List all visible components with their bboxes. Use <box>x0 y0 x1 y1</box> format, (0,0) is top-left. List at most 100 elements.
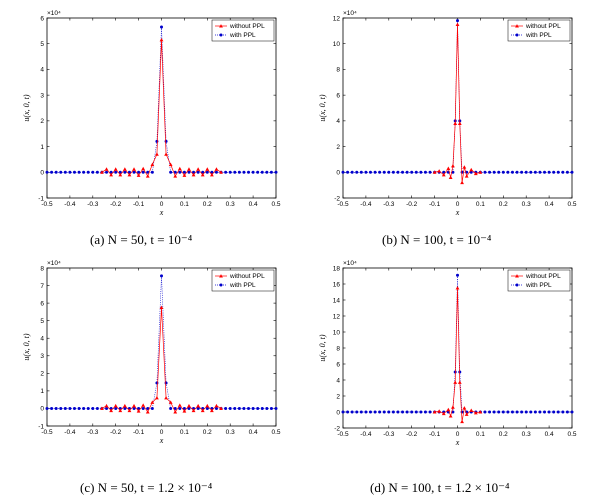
data-point <box>118 170 122 174</box>
data-point <box>191 172 196 177</box>
data-point <box>401 170 405 174</box>
y-tick-label: 5 <box>40 318 44 325</box>
data-point <box>205 167 210 171</box>
data-point <box>341 170 345 174</box>
data-point <box>95 170 99 174</box>
y-tick-label: 18 <box>333 265 341 272</box>
data-point <box>483 170 487 174</box>
data-point <box>63 170 67 174</box>
data-point <box>242 170 246 174</box>
data-point <box>391 170 395 174</box>
data-point <box>109 406 113 410</box>
data-point <box>455 22 460 26</box>
data-point <box>410 410 414 414</box>
data-point <box>460 410 464 414</box>
data-point <box>182 409 187 413</box>
x-tick-label: -0.5 <box>337 431 349 438</box>
data-point <box>373 170 377 174</box>
data-point <box>473 171 478 176</box>
data-point <box>187 170 191 174</box>
data-point <box>274 406 278 410</box>
data-point <box>150 170 154 174</box>
x-tick-label: -0.4 <box>360 431 372 438</box>
data-point <box>150 400 155 404</box>
x-tick-label: -0.4 <box>64 429 76 436</box>
data-point <box>219 406 223 410</box>
data-point <box>265 170 269 174</box>
data-point <box>350 410 354 414</box>
x-tick-label: 0.2 <box>499 201 508 208</box>
data-point <box>364 410 368 414</box>
data-point <box>164 139 168 143</box>
data-point <box>456 273 459 277</box>
data-point <box>414 410 418 414</box>
panel-c: -0.5 -0.4 -0.3 -0.2 -0.1 0 0.1 0.2 0.3 0.4 0.5 -1 0 1… <box>22 260 281 445</box>
data-point <box>132 167 136 171</box>
data-point <box>437 409 442 413</box>
legend-swatch-marker <box>515 33 519 37</box>
data-point <box>45 170 49 174</box>
data-point <box>91 406 95 410</box>
data-point <box>219 170 223 174</box>
legend-swatch-marker <box>515 274 519 278</box>
data-point <box>159 305 164 310</box>
legend-label: without PPL <box>525 23 561 30</box>
y-tick-label: 4 <box>336 377 340 384</box>
data-point <box>382 170 386 174</box>
y-multiplier: ×10⁴ <box>47 10 61 17</box>
data-point <box>387 170 391 174</box>
x-tick-label: -0.5 <box>41 429 53 436</box>
data-point <box>478 170 483 174</box>
data-point <box>196 403 201 408</box>
data-point <box>437 169 442 173</box>
y-tick-label: 0 <box>40 406 44 413</box>
data-point <box>346 410 350 414</box>
legend-label: with PPL <box>525 282 552 289</box>
y-tick-label: 16 <box>333 281 341 288</box>
data-point <box>355 410 359 414</box>
data-point <box>118 172 123 177</box>
data-point <box>178 406 182 410</box>
data-point <box>520 410 524 414</box>
data-point <box>451 170 455 174</box>
data-point <box>141 170 145 174</box>
y-tick-label: -1 <box>38 195 44 202</box>
data-point <box>453 121 458 125</box>
y-tick-label: -2 <box>334 425 340 432</box>
y-multiplier: ×10⁴ <box>343 10 357 17</box>
data-point <box>141 166 146 171</box>
data-point <box>432 410 437 414</box>
data-point <box>104 403 109 408</box>
y-tick-label: 0 <box>336 409 340 416</box>
data-point <box>341 410 345 414</box>
data-point <box>533 170 537 174</box>
data-point <box>210 406 214 410</box>
data-point <box>141 403 146 407</box>
legend-swatch-marker <box>515 283 519 287</box>
x-tick-label: -0.1 <box>429 201 441 208</box>
data-point <box>155 139 159 143</box>
series-line <box>434 24 481 183</box>
data-point <box>191 408 196 413</box>
data-point <box>155 396 159 400</box>
data-point <box>59 406 63 410</box>
y-axis-label: u(x, 0, t) <box>318 334 327 361</box>
legend: without PPL with PPL <box>211 269 275 292</box>
y-multiplier: ×10⁴ <box>47 260 61 267</box>
data-point <box>423 170 427 174</box>
data-point <box>451 405 455 409</box>
legend-swatch-marker <box>219 33 223 37</box>
data-point <box>510 170 514 174</box>
legend: without PPL with PPL <box>507 19 571 42</box>
data-point <box>205 406 209 410</box>
data-point <box>251 170 255 174</box>
data-point <box>173 406 177 410</box>
caption-d: (d) N = 100, t = 1.2 × 10⁻⁴ <box>370 480 510 495</box>
y-tick-label: 2 <box>336 144 340 151</box>
data-point <box>538 170 542 174</box>
data-point <box>127 408 132 413</box>
y-tick-label: 1 <box>40 388 44 395</box>
series-with-ppl <box>341 273 574 414</box>
data-point <box>401 410 405 414</box>
data-point <box>269 170 273 174</box>
